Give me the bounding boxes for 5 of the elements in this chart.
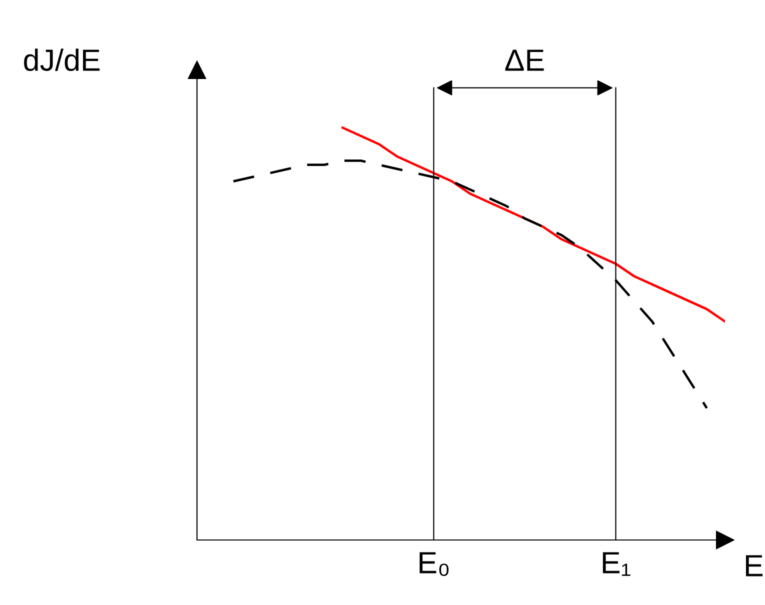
x-tick-label: E₁: [602, 552, 630, 576]
text: ΔE: [505, 50, 544, 71]
y-axis-title: dJ/dE: [24, 48, 100, 72]
x-axis-title: E: [746, 555, 763, 576]
x-tick-label: E₀: [420, 552, 449, 576]
